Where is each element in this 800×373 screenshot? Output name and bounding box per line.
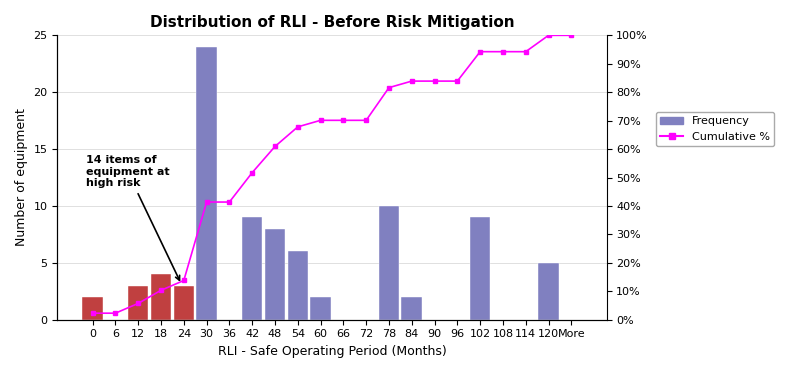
X-axis label: RLI - Safe Operating Period (Months): RLI - Safe Operating Period (Months): [218, 345, 446, 358]
Bar: [538, 263, 558, 320]
Bar: [402, 297, 422, 320]
Title: Distribution of RLI - Before Risk Mitigation: Distribution of RLI - Before Risk Mitiga…: [150, 15, 514, 30]
Bar: [265, 229, 286, 320]
Bar: [378, 206, 399, 320]
Bar: [174, 286, 194, 320]
Bar: [128, 286, 149, 320]
Bar: [196, 47, 217, 320]
Y-axis label: Number of equipment: Number of equipment: [15, 109, 28, 247]
Bar: [470, 217, 490, 320]
Bar: [82, 297, 103, 320]
Bar: [310, 297, 331, 320]
Bar: [242, 217, 262, 320]
Bar: [150, 274, 171, 320]
Text: 14 items of
equipment at
high risk: 14 items of equipment at high risk: [86, 155, 180, 280]
Bar: [287, 251, 308, 320]
Legend: Frequency, Cumulative %: Frequency, Cumulative %: [656, 112, 774, 147]
